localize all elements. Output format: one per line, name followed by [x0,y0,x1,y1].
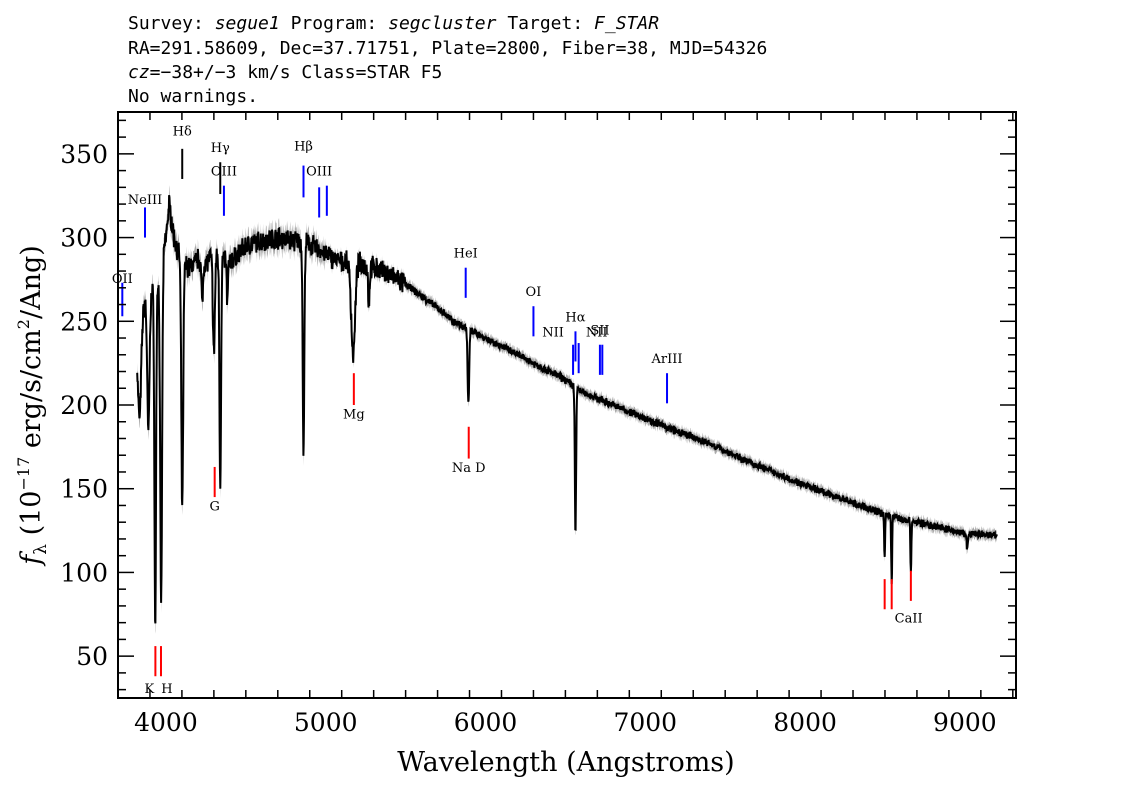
y-tick-label: 350 [60,140,108,169]
absorption-line-label: Na D [452,461,486,476]
absorption-line-label: G [209,499,219,514]
spectrum-series [136,185,998,634]
header-line-survey: Survey: segue1 Program: segcluster Targe… [128,13,659,34]
y-tick-label: 50 [76,642,108,671]
y-tick-label: 200 [60,391,108,420]
emission-line-label: OII [112,272,133,287]
y-tick-label: 250 [60,307,108,336]
emission-line-label: NII [542,325,564,340]
emission-line-label: ArIII [651,352,683,367]
header-line-warnings: No warnings. [128,86,258,107]
y-tick-label: 100 [60,558,108,587]
header-line-coordinates: RA=291.58609, Dec=37.71751, Plate=2800, … [128,38,767,59]
y-axis-label: fλ (10−17 erg/s/cm2/Ang) [14,245,51,567]
emission-line-label: OI [526,285,542,300]
plot-frame: 4000 5000 6000 7000 8000 9000 50 100 150 200 250 30… [60,111,1017,737]
x-tick-label: 7000 [613,708,677,737]
header-line-redshift: cz=−38+/−3 km/s Class=STAR F5 [128,62,442,83]
emission-line-label: Hβ [294,140,313,155]
absorption-line-label: CaII [895,612,923,627]
emission-line-label: NII [586,325,608,340]
emission-line-label: OIII [306,165,332,180]
spectral-line-markers: OIINeIIIOIIIHβOIIIHeIOINIIHαNIISIIArIIIH… [112,124,923,697]
emission-line-label: NeIII [128,193,162,208]
emission-line-label: HeI [454,247,478,262]
x-tick-label: 6000 [454,708,518,737]
absorption-line-label: Mg [343,407,365,422]
x-tick-label: 9000 [933,708,997,737]
absorption-line-label: K [145,682,155,697]
plot-border [117,111,1017,699]
emission-line-label: SII [590,324,609,339]
x-axis-label: Wavelength (Angstroms) [397,747,734,778]
x-tick-label: 8000 [773,708,837,737]
balmer-line-label: Hδ [173,124,192,139]
x-tick-label: 4000 [134,708,198,737]
x-tick-label: 5000 [294,708,358,737]
emission-line-label: Hα [565,310,585,325]
error-band [137,185,997,634]
y-tick-label: 150 [60,475,108,504]
absorption-line-label: H [161,682,172,697]
header-info: Survey: segue1 Program: segcluster Targe… [128,13,767,107]
y-tick-label: 300 [60,224,108,253]
emission-line-label: OIII [211,165,237,180]
spectrum-line [136,195,998,624]
balmer-line-label: Hγ [211,141,230,156]
